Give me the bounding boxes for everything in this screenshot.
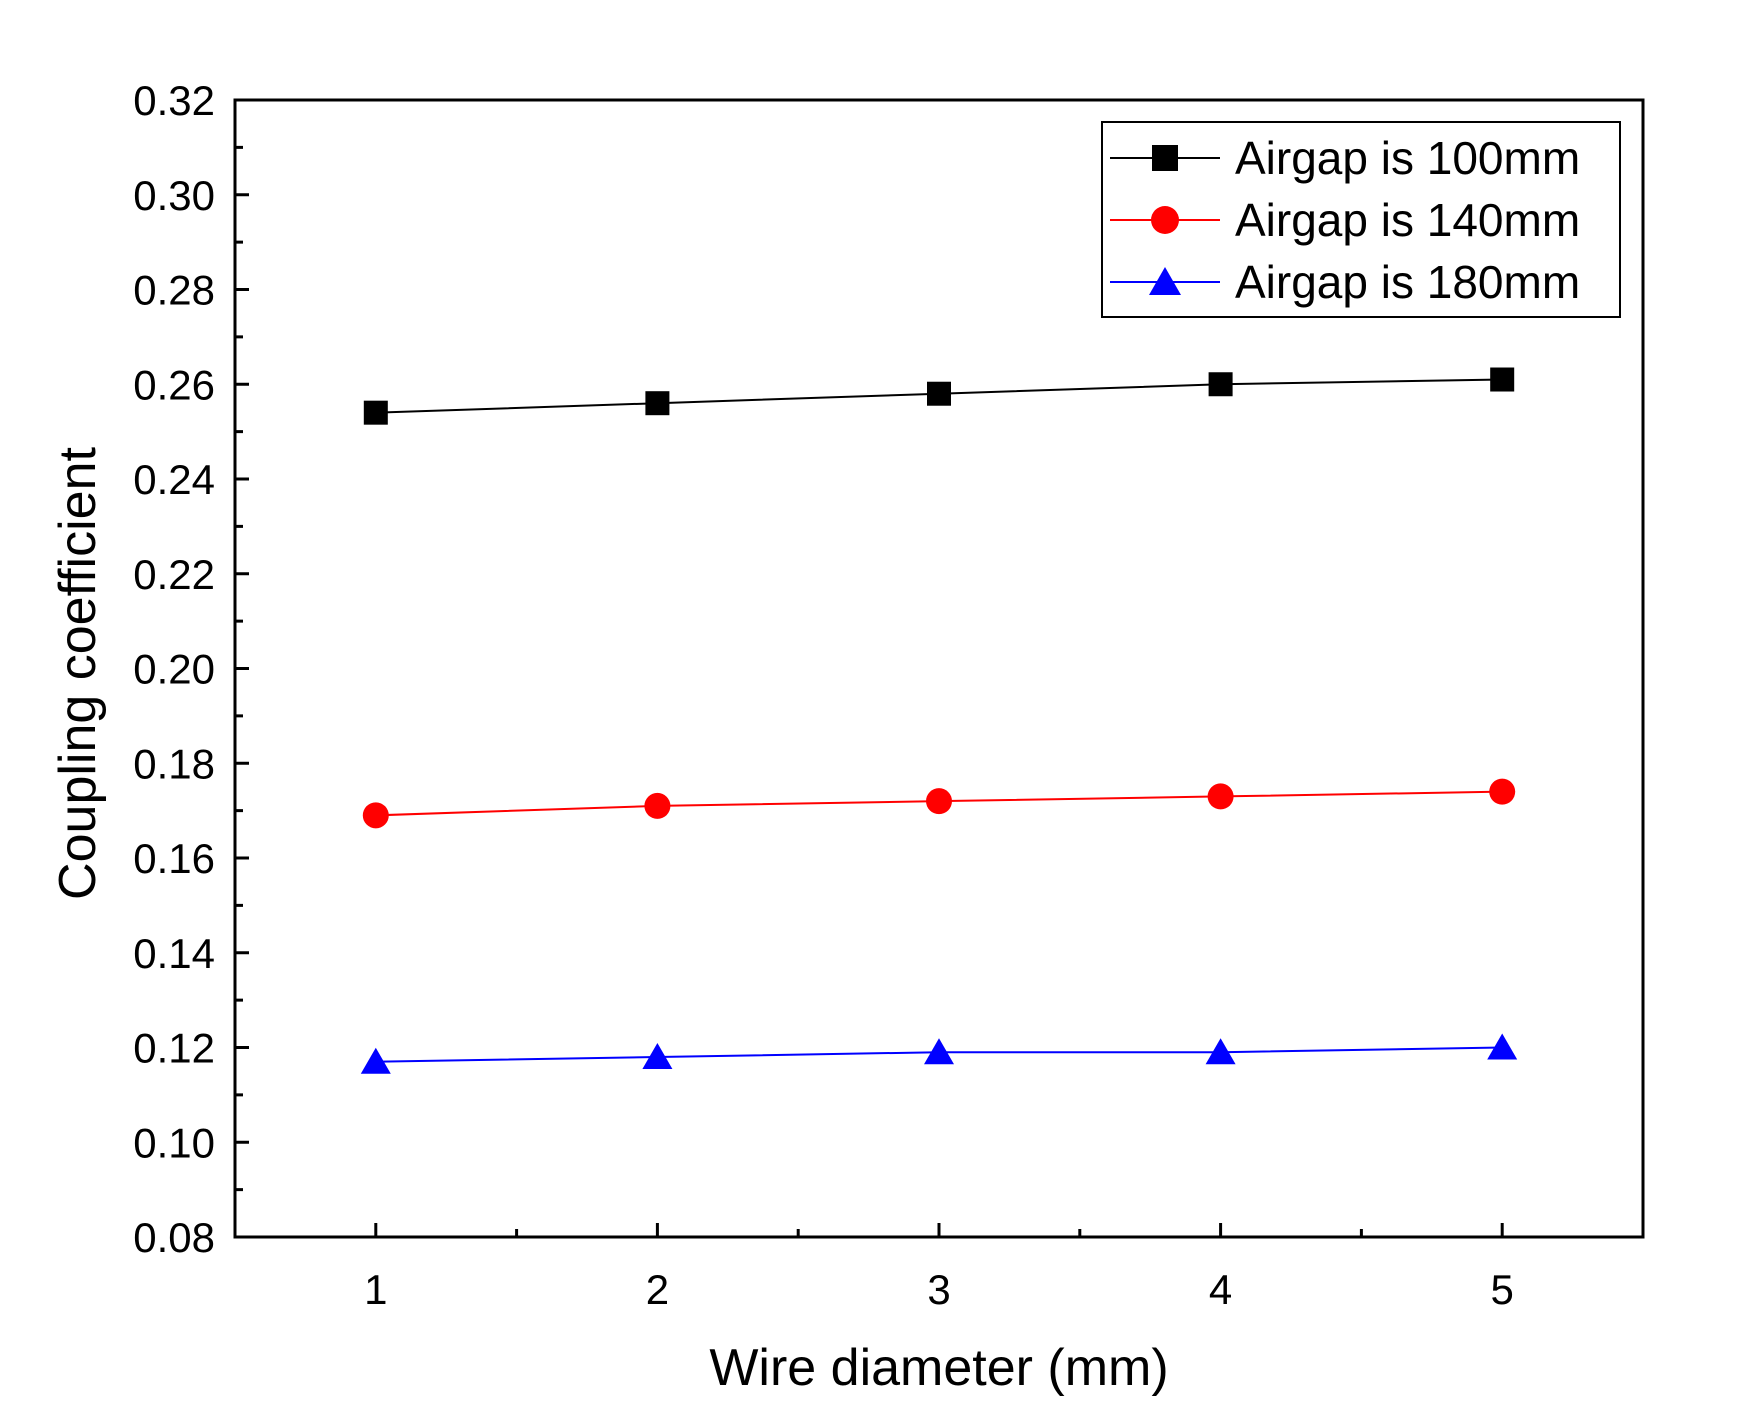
x-tick-label: 2	[646, 1266, 669, 1313]
y-tick-label: 0.30	[133, 172, 215, 219]
y-tick-label: 0.32	[133, 77, 215, 124]
data-point-s2-2	[644, 792, 671, 819]
data-point-s3-3	[924, 1038, 954, 1065]
x-axis-title: Wire diameter (mm)	[709, 1339, 1168, 1397]
y-tick-label: 0.20	[133, 646, 215, 693]
data-point-s1-4	[1208, 372, 1233, 397]
data-point-s3-4	[1205, 1038, 1236, 1065]
plot-area: 0.08 0.10 0.12 0.14 0.16 0.18 0.20 0.22 0.24 0.26…	[133, 77, 1645, 1313]
x-tick-label: 4	[1209, 1266, 1232, 1313]
data-point-s3-5	[1487, 1033, 1518, 1060]
x-tick-label: 1	[364, 1266, 387, 1313]
y-tick-label: 0.28	[133, 267, 215, 314]
data-point-s2-5	[1489, 778, 1516, 805]
y-tick-label: 0.14	[133, 930, 215, 977]
legend-marker-2	[1151, 206, 1179, 234]
y-tick-label: 0.10	[133, 1119, 215, 1166]
y-tick-label: 0.18	[133, 740, 215, 787]
y-axis-title: Coupling coefficient	[49, 447, 107, 900]
data-point-s2-3	[926, 788, 952, 815]
y-tick-label: 0.16	[133, 835, 215, 882]
y-tick-label: 0.08	[133, 1214, 215, 1261]
y-tick-label: 0.22	[133, 551, 215, 598]
legend-label-3: Airgap is 180mm	[1235, 256, 1580, 308]
data-point-s3-1	[360, 1047, 391, 1074]
data-point-s1-5	[1490, 367, 1515, 392]
data-point-s3-2	[642, 1042, 673, 1069]
legend-marker-3	[1149, 267, 1181, 295]
y-tick-label: 0.24	[133, 456, 215, 503]
y-tick-label: 0.26	[133, 361, 215, 408]
data-point-s1-1	[363, 400, 388, 425]
legend-marker-1	[1152, 145, 1178, 171]
y-tick-label: 0.12	[133, 1025, 215, 1072]
legend-label-1: Airgap is 100mm	[1235, 132, 1580, 184]
legend-label-2: Airgap is 140mm	[1235, 194, 1580, 246]
data-point-s1-3	[927, 381, 951, 406]
data-point-s1-2	[645, 391, 670, 416]
x-tick-label: 3	[927, 1266, 950, 1313]
x-tick-label: 5	[1491, 1266, 1514, 1313]
data-point-s2-1	[362, 802, 389, 829]
legend: Airgap is 100mm Airgap is 140mm Airgap is …	[1101, 121, 1621, 318]
data-point-s2-4	[1207, 783, 1234, 810]
